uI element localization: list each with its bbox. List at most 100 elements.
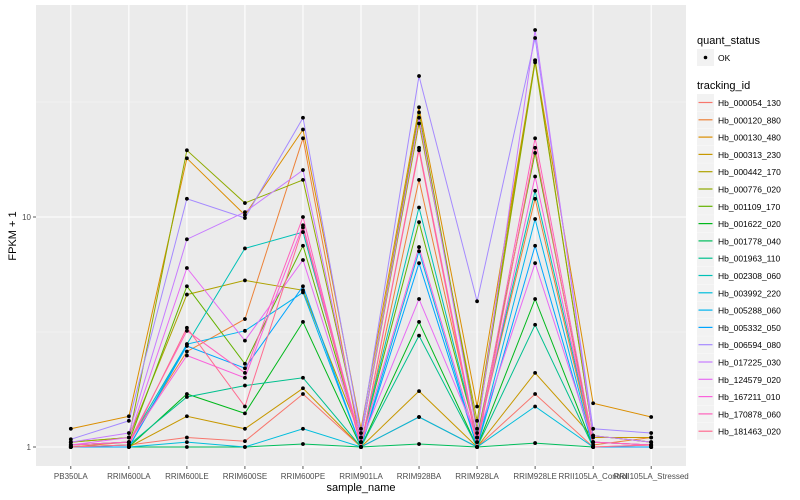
data-point [301,136,305,141]
legend-label: Hb_005332_050 [718,323,781,333]
data-point [301,375,305,380]
data-point [184,344,189,348]
data-point [533,196,538,201]
color-legend-title: tracking_id [697,80,750,92]
data-point [126,418,131,423]
data-point [417,245,421,249]
data-point [68,437,73,442]
data-point [184,266,189,270]
data-point [301,115,305,120]
data-point [184,349,189,354]
legend-label: Hb_000054_130 [718,98,781,108]
data-point [243,370,247,375]
data-point [533,297,538,301]
legend: quant_status OK tracking_id Hb_000054_13… [697,35,781,440]
data-point [243,383,247,388]
data-point [301,392,305,396]
legend-label: Hb_181463_020 [718,427,781,437]
data-point [475,435,479,440]
data-point [68,426,73,431]
data-point [533,36,538,40]
data-point [184,392,189,396]
data-point [417,220,421,225]
data-point [184,353,189,358]
data-point [417,319,421,324]
x-tick-label: RRIM928LE [513,472,557,481]
data-point [301,442,305,446]
data-point [243,411,247,416]
x-axis: PB350LA RRIM600LA RRIM600LE RRIM600SE RRIM60… [54,466,689,481]
data-point [417,110,421,115]
data-point [184,325,189,330]
data-point [533,261,538,266]
data-point [243,439,247,444]
data-point [301,426,305,431]
legend-label: Hb_170878_060 [718,409,781,419]
data-point [243,328,247,333]
legend-label: Hb_005288_060 [718,306,781,316]
data-point [533,136,538,141]
data-point [184,156,189,161]
data-point [243,375,247,380]
data-point [475,299,479,304]
x-tick-label: RRIM600LA [107,472,151,481]
data-point [533,150,538,155]
data-point [301,215,305,219]
data-point [533,243,538,248]
x-tick-label: RRIM600SE [223,472,267,481]
data-point [591,433,596,438]
data-point [417,333,421,338]
data-point [533,28,538,32]
data-point [533,188,538,193]
data-point [475,431,479,435]
x-tick-label: RRII105LA_Stressed [614,472,689,481]
legend-label: Hb_001963_110 [718,254,781,264]
data-point [301,225,305,230]
data-point [359,435,363,440]
data-point [649,435,654,440]
data-point [184,395,189,399]
legend-label: Hb_006594_080 [718,340,781,350]
data-point [301,258,305,262]
data-point [126,414,131,419]
data-point [301,243,305,248]
data-point [533,322,538,327]
y-axis-title: FPKM + 1 [7,211,19,260]
legend-label: Hb_001109_170 [718,202,781,212]
legend-label: Hb_124579_020 [718,375,781,385]
data-point [243,338,247,343]
data-point [243,366,247,371]
data-point [243,246,247,251]
data-point [243,445,247,449]
x-tick-label: RRIM901LA [339,472,383,481]
data-point [184,284,189,289]
data-point [126,440,131,445]
x-tick-label: RRIM928LA [455,472,499,481]
shape-legend-label: OK [718,53,731,63]
data-point [184,445,189,449]
data-point [475,440,479,445]
x-tick-label: RRIM928BA [397,472,442,481]
series-points [68,28,654,449]
data-point [591,401,596,406]
data-point [417,205,421,210]
data-point [359,445,363,449]
data-point [533,370,538,375]
data-point [533,145,538,150]
data-point [417,261,421,266]
shape-legend-title: quant_status [697,35,760,47]
data-point [475,445,479,449]
legend-label: Hb_000313_230 [718,150,781,160]
legend-label: Hb_002308_060 [718,271,781,281]
data-point [417,297,421,301]
legend-label: Hb_167211_010 [718,392,781,402]
data-point [475,418,479,423]
y-axis: 1 10 [22,213,36,452]
data-point [243,278,247,283]
data-point [243,317,247,321]
data-point [359,426,363,431]
data-point [184,440,189,445]
color-legend-items: Hb_000054_130 Hb_000120_880 Hb_000130_480 H… [697,94,781,440]
data-point [301,168,305,172]
